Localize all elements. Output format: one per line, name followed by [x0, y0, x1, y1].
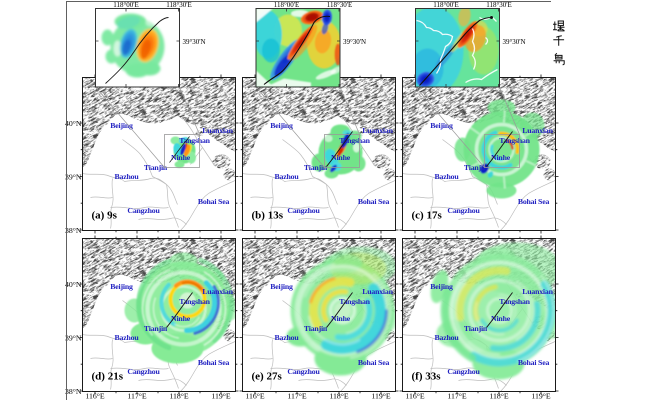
svg-text:117°E: 117°E [287, 392, 307, 400]
svg-text:Bohai Sea: Bohai Sea [358, 197, 390, 206]
svg-text:38°N: 38°N [65, 226, 82, 235]
svg-text:Beijing: Beijing [430, 121, 453, 130]
svg-text:(d) 21s: (d) 21s [92, 371, 124, 383]
svg-text:119°E: 119°E [531, 392, 551, 400]
svg-text:Bazhou: Bazhou [275, 172, 300, 181]
svg-text:Beijing: Beijing [110, 282, 133, 291]
svg-text:Beijing: Beijing [270, 121, 293, 130]
svg-text:40°N: 40°N [65, 119, 82, 128]
svg-text:39°N: 39°N [65, 173, 82, 182]
svg-text:Tangshan: Tangshan [179, 136, 210, 145]
svg-text:118°30'E: 118°30'E [327, 1, 353, 9]
svg-text:Luanxian: Luanxian [202, 126, 233, 135]
svg-text:Bazhou: Bazhou [275, 333, 300, 342]
svg-text:Tangshan: Tangshan [499, 297, 530, 306]
svg-text:Bohai Sea: Bohai Sea [358, 358, 390, 367]
svg-text:Bohai Sea: Bohai Sea [518, 358, 550, 367]
svg-text:116°E: 116°E [245, 392, 265, 400]
svg-text:Tangshan: Tangshan [339, 297, 370, 306]
svg-text:Ninhe: Ninhe [331, 314, 351, 323]
svg-text:118°30'E: 118°30'E [486, 1, 512, 9]
svg-text:Bazhou: Bazhou [115, 333, 140, 342]
svg-text:Ninhe: Ninhe [171, 153, 191, 162]
svg-text:Luanxian: Luanxian [362, 287, 393, 296]
svg-text:Tianjin: Tianjin [464, 163, 488, 172]
svg-text:Cangzhou: Cangzhou [447, 206, 480, 215]
svg-text:38°N: 38°N [65, 387, 82, 396]
svg-text:117°E: 117°E [127, 392, 147, 400]
svg-text:116°E: 116°E [85, 392, 105, 400]
svg-text:118°E: 118°E [489, 392, 509, 400]
svg-text:Cangzhou: Cangzhou [127, 367, 160, 376]
svg-text:Cangzhou: Cangzhou [287, 206, 320, 215]
svg-text:Beijing: Beijing [430, 282, 453, 291]
svg-text:117°E: 117°E [447, 392, 467, 400]
svg-text:Beijing: Beijing [270, 282, 293, 291]
svg-text:Luanxian: Luanxian [522, 287, 553, 296]
svg-text:39°30'N: 39°30'N [503, 38, 526, 46]
svg-text:119°E: 119°E [211, 392, 231, 400]
svg-text:Bohai Sea: Bohai Sea [198, 197, 230, 206]
svg-text:Tianjin: Tianjin [144, 324, 168, 333]
svg-text:Ninhe: Ninhe [491, 153, 511, 162]
svg-text:Bazhou: Bazhou [435, 172, 460, 181]
svg-text:Bazhou: Bazhou [115, 172, 140, 181]
svg-text:Luanxian: Luanxian [202, 287, 233, 296]
svg-text:(e) 27s: (e) 27s [252, 371, 283, 383]
svg-text:116°E: 116°E [405, 392, 425, 400]
svg-text:118°00'E: 118°00'E [433, 1, 459, 9]
svg-text:Tianjin: Tianjin [304, 163, 328, 172]
svg-text:Tianjin: Tianjin [144, 163, 168, 172]
svg-text:118°E: 118°E [329, 392, 349, 400]
svg-text:Ninhe: Ninhe [491, 314, 511, 323]
svg-text:(c) 17s: (c) 17s [412, 210, 443, 222]
svg-text:Tangshan: Tangshan [499, 136, 530, 145]
svg-text:39°30'N: 39°30'N [343, 38, 366, 46]
svg-text:Cangzhou: Cangzhou [287, 367, 320, 376]
svg-text:Tianjin: Tianjin [464, 324, 488, 333]
svg-text:Bazhou: Bazhou [435, 333, 460, 342]
svg-text:Bohai Sea: Bohai Sea [198, 358, 230, 367]
svg-text:Tangshan: Tangshan [339, 136, 370, 145]
svg-text:Cangzhou: Cangzhou [447, 367, 480, 376]
svg-text:Beijing: Beijing [110, 121, 133, 130]
svg-text:39°N: 39°N [65, 334, 82, 343]
svg-text:(a) 9s: (a) 9s [92, 210, 118, 222]
svg-text:Cangzhou: Cangzhou [127, 206, 160, 215]
svg-text:118°30'E: 118°30'E [166, 1, 192, 9]
svg-text:Luanxian: Luanxian [522, 126, 553, 135]
svg-text:118°00'E: 118°00'E [274, 1, 300, 9]
svg-text:39°30'N: 39°30'N [183, 38, 206, 46]
svg-text:(b) 13s: (b) 13s [252, 210, 284, 222]
svg-text:40°N: 40°N [65, 280, 82, 289]
svg-text:Ninhe: Ninhe [171, 314, 191, 323]
svg-text:(f) 33s: (f) 33s [412, 371, 442, 383]
svg-text:Bohai Sea: Bohai Sea [518, 197, 550, 206]
svg-text:118°E: 118°E [169, 392, 189, 400]
svg-text:Tianjin: Tianjin [304, 324, 328, 333]
svg-text:Luanxian: Luanxian [362, 126, 393, 135]
svg-text:Tangshan: Tangshan [179, 297, 210, 306]
svg-text:Ninhe: Ninhe [331, 153, 351, 162]
svg-text:119°E: 119°E [371, 392, 391, 400]
svg-text:118°00'E: 118°00'E [113, 1, 139, 9]
